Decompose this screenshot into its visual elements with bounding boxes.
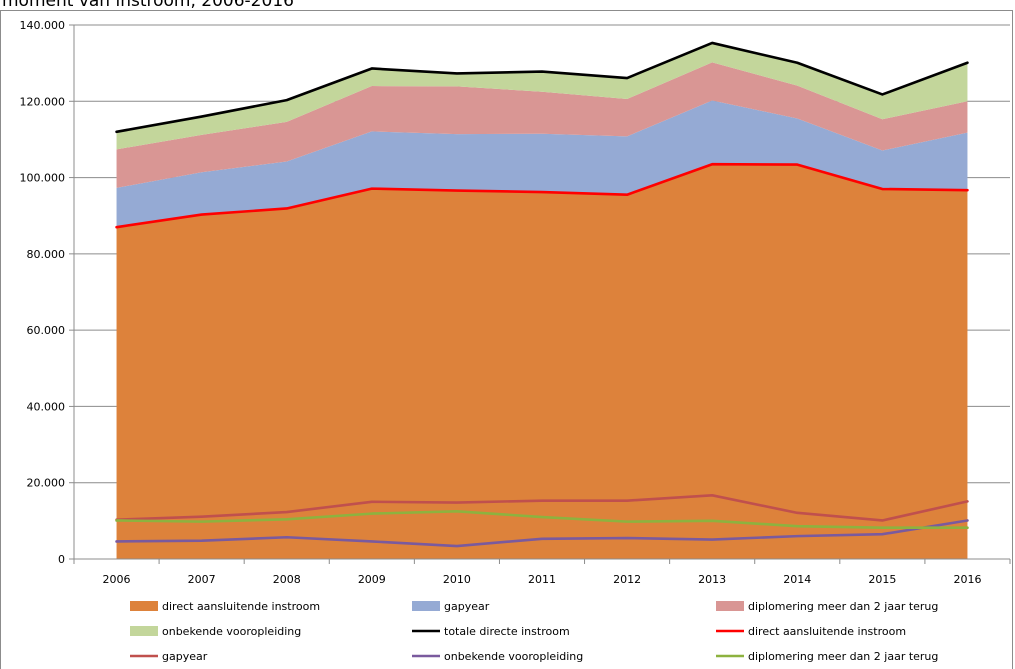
legend-label-6: gapyear bbox=[162, 650, 208, 663]
y-tick-label-0: 0 bbox=[58, 553, 65, 566]
line-series-2 bbox=[115, 494, 969, 522]
legend-label-5: direct aansluitende instroom bbox=[748, 625, 906, 638]
legend-label-3: onbekende vooropleiding bbox=[162, 625, 301, 638]
y-tick-label-7: 140.000 bbox=[20, 19, 66, 32]
x-tick-label-7: 2013 bbox=[698, 573, 726, 586]
area-series-0 bbox=[116, 164, 968, 559]
legend-swatch-2 bbox=[716, 601, 744, 611]
y-tick-label-6: 120.000 bbox=[20, 95, 66, 108]
x-tick-label-10: 2016 bbox=[953, 573, 981, 586]
axis-layer: 0 20.000 40.000 60.000 80.000 100.000 120.000 1… bbox=[20, 19, 1011, 586]
x-tick-label-3: 2009 bbox=[358, 573, 386, 586]
y-tick-label-1: 20.000 bbox=[27, 477, 66, 490]
legend-swatch-3 bbox=[130, 626, 158, 636]
x-tick-label-9: 2015 bbox=[868, 573, 896, 586]
line-layer bbox=[115, 41, 969, 548]
x-tick-label-0: 2006 bbox=[103, 573, 131, 586]
y-tick-label-5: 100.000 bbox=[20, 172, 66, 185]
line-series-4 bbox=[115, 510, 969, 530]
area-series-2 bbox=[116, 62, 968, 188]
line-series-0 bbox=[115, 41, 969, 134]
legend-label-0: direct aansluitende instroom bbox=[162, 600, 320, 613]
legend-label-4: totale directe instroom bbox=[444, 625, 570, 638]
page-title: moment van instroom, 2006-2016 bbox=[2, 0, 294, 11]
line-series-3 bbox=[115, 519, 969, 548]
legend-swatch-1 bbox=[412, 601, 440, 611]
x-tick-label-8: 2014 bbox=[783, 573, 811, 586]
x-tick-label-1: 2007 bbox=[188, 573, 216, 586]
legend-layer: direct aansluitende instroom gapyear diplo… bbox=[130, 600, 938, 663]
x-tick-label-2: 2008 bbox=[273, 573, 301, 586]
x-tick-label-4: 2010 bbox=[443, 573, 471, 586]
legend-label-7: onbekende vooropleiding bbox=[444, 650, 583, 663]
legend-swatch-0 bbox=[130, 601, 158, 611]
legend-label-8: diplomering meer dan 2 jaar terug bbox=[748, 650, 938, 663]
chart-frame bbox=[0, 10, 1013, 669]
y-tick-label-4: 80.000 bbox=[27, 248, 66, 261]
y-tick-label-2: 40.000 bbox=[27, 400, 66, 413]
y-tick-label-3: 60.000 bbox=[27, 324, 66, 337]
area-layer bbox=[116, 42, 968, 559]
x-tick-label-5: 2011 bbox=[528, 573, 556, 586]
area-series-3 bbox=[116, 42, 968, 150]
line-series-1 bbox=[115, 162, 969, 229]
x-tick-label-6: 2012 bbox=[613, 573, 641, 586]
legend-label-1: gapyear bbox=[444, 600, 490, 613]
legend-label-2: diplomering meer dan 2 jaar terug bbox=[748, 600, 938, 613]
area-series-1 bbox=[116, 100, 968, 228]
